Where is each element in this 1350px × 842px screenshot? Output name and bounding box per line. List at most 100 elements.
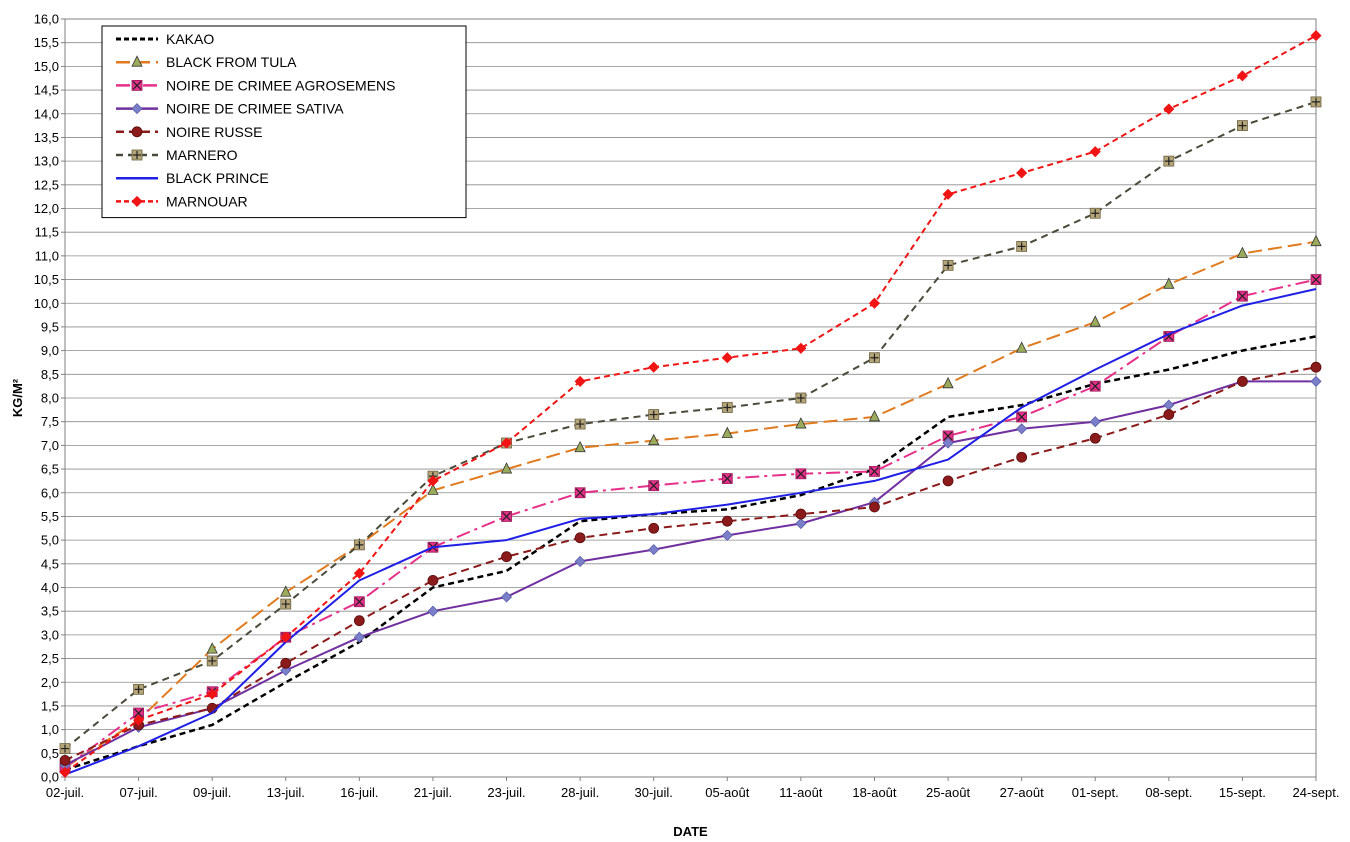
data-point (795, 342, 807, 354)
data-point (353, 615, 365, 627)
data-point (574, 532, 586, 544)
data-point (131, 55, 143, 67)
y-tick-label: 10,0 (34, 296, 59, 311)
data-point (574, 487, 586, 499)
data-point (353, 567, 365, 579)
data-point (1016, 411, 1028, 423)
legend-box (101, 25, 467, 219)
series-line (64, 335, 1317, 772)
x-tick-label: 24-sept. (1293, 785, 1340, 800)
data-point (1163, 409, 1175, 420)
data-point (1163, 277, 1175, 289)
y-tick-label: 0,5 (41, 746, 59, 761)
data-point (1089, 207, 1101, 219)
legend-label: BLACK PRINCE (166, 170, 269, 186)
series-line (64, 240, 1317, 769)
data-point (131, 103, 143, 115)
y-tick-label: 12,0 (34, 201, 59, 216)
data-point (131, 195, 143, 207)
data-point (1089, 315, 1101, 327)
data-point (795, 417, 807, 429)
data-point (574, 555, 586, 568)
legend: KAKAO BLACK FROM TULA NOIRE DE CRIMEE AGRO… (101, 25, 467, 219)
y-tick-label: 6,5 (41, 462, 59, 477)
x-tick-label: 16-juil. (340, 785, 378, 800)
data-point (427, 475, 439, 487)
legend-item: MARNOUAR (116, 193, 248, 209)
data-point (648, 409, 660, 420)
y-tick-label: 4,5 (41, 556, 59, 571)
data-point (427, 574, 439, 586)
data-point (427, 483, 439, 495)
data-point (574, 375, 586, 387)
data-point (1163, 103, 1175, 115)
data-point (1236, 70, 1248, 82)
data-point (868, 297, 881, 309)
series-noire-de-crimee-agrosemens (59, 274, 1322, 773)
x-tick-label: 23-juil. (487, 785, 525, 800)
data-point (1016, 423, 1028, 435)
legend-item: KAKAO (116, 31, 214, 47)
legend-item: BLACK FROM TULA (116, 54, 297, 70)
data-point (942, 259, 954, 271)
y-tick-label: 3,5 (41, 604, 59, 619)
y-tick-label: 7,5 (41, 414, 59, 429)
legend-item: NOIRE RUSSE (116, 124, 262, 140)
y-tick-label: 11,5 (35, 225, 59, 240)
data-point (501, 511, 512, 522)
data-point (942, 376, 954, 389)
x-tick-label: 09-juil. (193, 785, 231, 800)
data-point (868, 410, 881, 422)
data-point (353, 539, 365, 551)
data-point (648, 522, 660, 534)
data-point (1016, 167, 1028, 179)
series-line (64, 366, 1317, 762)
y-tick-label: 13,0 (34, 154, 59, 169)
data-point (1163, 155, 1175, 167)
data-point (206, 642, 218, 654)
data-point (721, 402, 733, 413)
series-noire-de-crimee-sativa (59, 375, 1322, 771)
series-marnouar (59, 30, 1322, 778)
x-axis-ticks: 02-juil. 07-juil. 09-juil. 13-juil. 16-juil.… (46, 777, 1340, 800)
data-point (1310, 274, 1322, 285)
x-tick-label: 02-juil. (46, 785, 84, 800)
series-line (64, 380, 1316, 767)
y-tick-label: 5,0 (41, 533, 59, 548)
data-point (501, 551, 512, 563)
x-tick-label: 18-août (852, 785, 896, 800)
data-point (1015, 341, 1028, 353)
data-point (500, 462, 513, 474)
data-point (59, 755, 71, 766)
data-point (280, 585, 292, 597)
x-tick-label: 08-sept. (1145, 785, 1192, 800)
data-point (648, 480, 660, 492)
data-point (280, 631, 292, 643)
x-tick-label: 13-juil. (267, 785, 305, 800)
y-tick-label: 11,0 (35, 248, 59, 263)
y-tick-label: 0,0 (41, 770, 59, 785)
legend-label: BLACK FROM TULA (166, 54, 297, 70)
y-tick-label: 3,0 (41, 627, 59, 642)
data-point (353, 596, 365, 608)
data-point (721, 529, 733, 541)
y-tick-label: 16,0 (34, 12, 59, 27)
y-tick-label: 4,0 (41, 580, 59, 595)
y-tick-label: 6,0 (41, 485, 59, 500)
legend-label: KAKAO (166, 31, 214, 47)
y-tick-label: 2,0 (41, 675, 59, 690)
data-point (648, 544, 660, 556)
data-point (500, 591, 513, 603)
data-point (721, 352, 733, 364)
y-axis-ticks: 0,0 0,5 1,0 1,5 2,0 2,5 3,0 3,5 4,0 4,5 5,0 5,5 6,0 6… (34, 12, 65, 785)
data-point (1310, 375, 1322, 387)
y-tick-label: 5,5 (41, 509, 59, 524)
data-point (59, 766, 71, 778)
y-tick-label: 15,0 (34, 59, 59, 74)
x-tick-label: 11-août (779, 785, 823, 800)
series-line (64, 288, 1317, 776)
x-tick-label: 30-juil. (635, 785, 673, 800)
data-point (427, 605, 439, 617)
data-point (721, 426, 733, 438)
